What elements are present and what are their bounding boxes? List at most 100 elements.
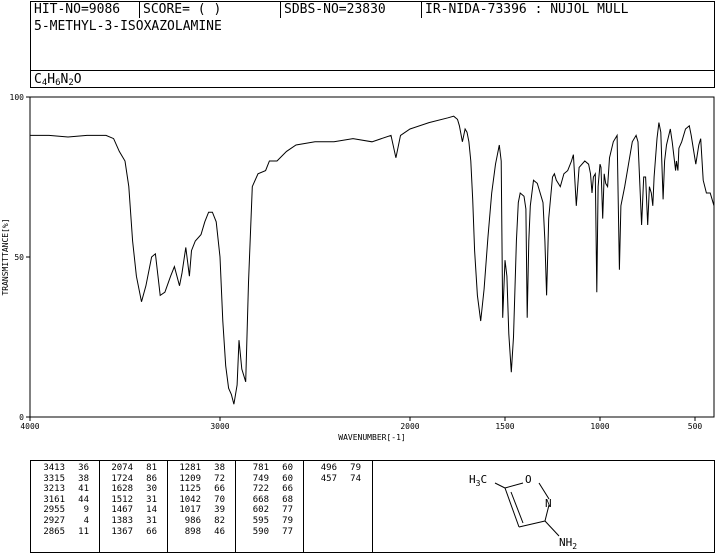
peak-row: 3213 41 [31,484,99,495]
x-tick-label: 2000 [400,422,419,431]
peak-transmittance: 11 [78,526,89,537]
peak-wavenumber: 986 [184,515,201,526]
peak-transmittance: 70 [214,494,225,505]
peak-row: 1042 70 [167,495,235,506]
peak-transmittance: 66 [214,484,225,495]
peak-transmittance: 31 [146,494,157,505]
peak-wavenumber: 1512 [111,494,133,505]
peak-wavenumber: 3315 [43,473,65,484]
x-axis-label: WAVENUMBER[-1] [338,433,405,442]
peak-wavenumber: 898 [184,526,201,537]
peak-transmittance: 68 [282,494,293,505]
peak-column: 2074 81 1724 86 1628 30 1512 31 1467 14 1383 31 1367… [99,461,167,537]
peak-wavenumber: 1367 [111,526,133,537]
peak-wavenumber: 1209 [179,473,201,484]
ring-bond-o-n [538,482,550,500]
peak-transmittance: 60 [282,473,293,484]
y-axis-label: TRANSMITTANCE[%] [1,218,10,295]
peak-transmittance: 81 [146,463,157,473]
peak-wavenumber: 1628 [111,484,133,495]
ring-bond-c5-o [504,482,524,489]
peak-row: 457 74 [303,474,371,485]
peak-column: 3413 36 3315 38 3213 41 3161 44 2955 9 2927 4 2865 11 [31,461,99,537]
peak-row: 595 79 [235,516,303,527]
methyl-label: H3C [469,473,487,488]
peak-row: 2074 81 [99,463,167,474]
amine-bond [544,520,560,537]
peak-transmittance: 72 [214,473,225,484]
peak-transmittance: 74 [350,473,361,484]
x-tick-label: 500 [688,422,703,431]
peak-wavenumber: 781 [252,463,269,473]
peak-row: 781 60 [235,463,303,474]
peak-transmittance: 66 [282,484,293,495]
peak-transmittance: 4 [83,515,89,526]
peak-transmittance: 77 [282,505,293,516]
peak-column: 496 79 457 74 [303,461,371,484]
ring-bond-n-c3 [544,504,550,522]
peak-column-divider [167,461,168,552]
peak-transmittance: 36 [78,463,89,473]
peak-transmittance: 44 [78,494,89,505]
ring-double-bond [510,491,524,524]
peak-row: 602 77 [235,505,303,516]
y-tick-label: 50 [14,253,24,262]
peak-transmittance: 9 [83,505,89,516]
compound-name-box: 5-METHYL-3-ISOXAZOLAMINE [30,18,715,71]
peak-row: 1628 30 [99,484,167,495]
peak-transmittance: 39 [214,505,225,516]
peak-wavenumber: 2955 [43,505,65,516]
spectrum-line [30,115,715,405]
peak-row: 1383 31 [99,516,167,527]
peak-wavenumber: 457 [320,473,337,484]
peak-wavenumber: 3213 [43,484,65,495]
peak-transmittance: 46 [214,526,225,537]
peak-wavenumber: 1125 [179,484,201,495]
peak-row: 986 82 [167,516,235,527]
peak-transmittance: 79 [282,515,293,526]
header-divider [421,2,422,18]
peak-wavenumber: 496 [320,463,337,473]
peak-row: 1467 14 [99,505,167,516]
peak-wavenumber: 668 [252,494,269,505]
peak-wavenumber: 1042 [179,494,201,505]
peak-transmittance: 14 [146,505,157,516]
peak-transmittance: 38 [78,473,89,484]
peak-transmittance: 31 [146,515,157,526]
peak-table: 3413 36 3315 38 3213 41 3161 44 2955 9 2927 4 2865 11… [30,460,373,553]
molecule-structure: H3C O N NH2 [469,473,577,551]
header-bar: HIT-NO=9086 SCORE= ( ) SDBS-NO=23830 IR-… [30,1,715,19]
peak-row: 1209 72 [167,474,235,485]
peak-transmittance: 86 [146,473,157,484]
ring-bond-c3-c4 [518,520,546,528]
peak-wavenumber: 1724 [111,473,133,484]
x-tick-label: 1500 [495,422,514,431]
peak-wavenumber: 1383 [111,515,133,526]
peak-column-divider [99,461,100,552]
compound-name: 5-METHYL-3-ISOXAZOLAMINE [34,19,222,34]
peak-wavenumber: 2927 [43,515,65,526]
x-tick-label: 1000 [590,422,609,431]
ir-spectrum-chart: 0 50 100 4000 3000 2000 1500 1000 500 WAVENUMBE… [1,93,715,442]
x-axis: 4000 3000 2000 1500 1000 500 [20,417,702,431]
peak-row: 722 66 [235,484,303,495]
peak-row: 1281 38 [167,463,235,474]
peak-row: 2865 11 [31,527,99,538]
peak-row: 3413 36 [31,463,99,474]
peak-wavenumber: 590 [252,526,269,537]
score-field: SCORE= ( ) [143,2,222,17]
y-tick-label: 100 [10,93,25,102]
peak-column: 781 60 749 60 722 66 668 68 602 77 595 79 590 77 [235,461,303,537]
methyl-bond [494,482,506,489]
peak-wavenumber: 595 [252,515,269,526]
peak-wavenumber: 2865 [43,526,65,537]
peak-row: 749 60 [235,474,303,485]
peak-transmittance: 30 [146,484,157,495]
ir-nida-number: IR-NIDA-73396 : NUJOL MULL [425,2,629,17]
peak-row: 3161 44 [31,495,99,506]
nitrogen-label: N [545,497,552,510]
peak-row: 1367 66 [99,527,167,538]
peak-column-divider [303,461,304,552]
structure-box: H3C O N NH2 [372,460,715,553]
peak-column: 1281 38 1209 72 1125 66 1042 70 1017 39 986 82 898 46 [167,461,235,537]
